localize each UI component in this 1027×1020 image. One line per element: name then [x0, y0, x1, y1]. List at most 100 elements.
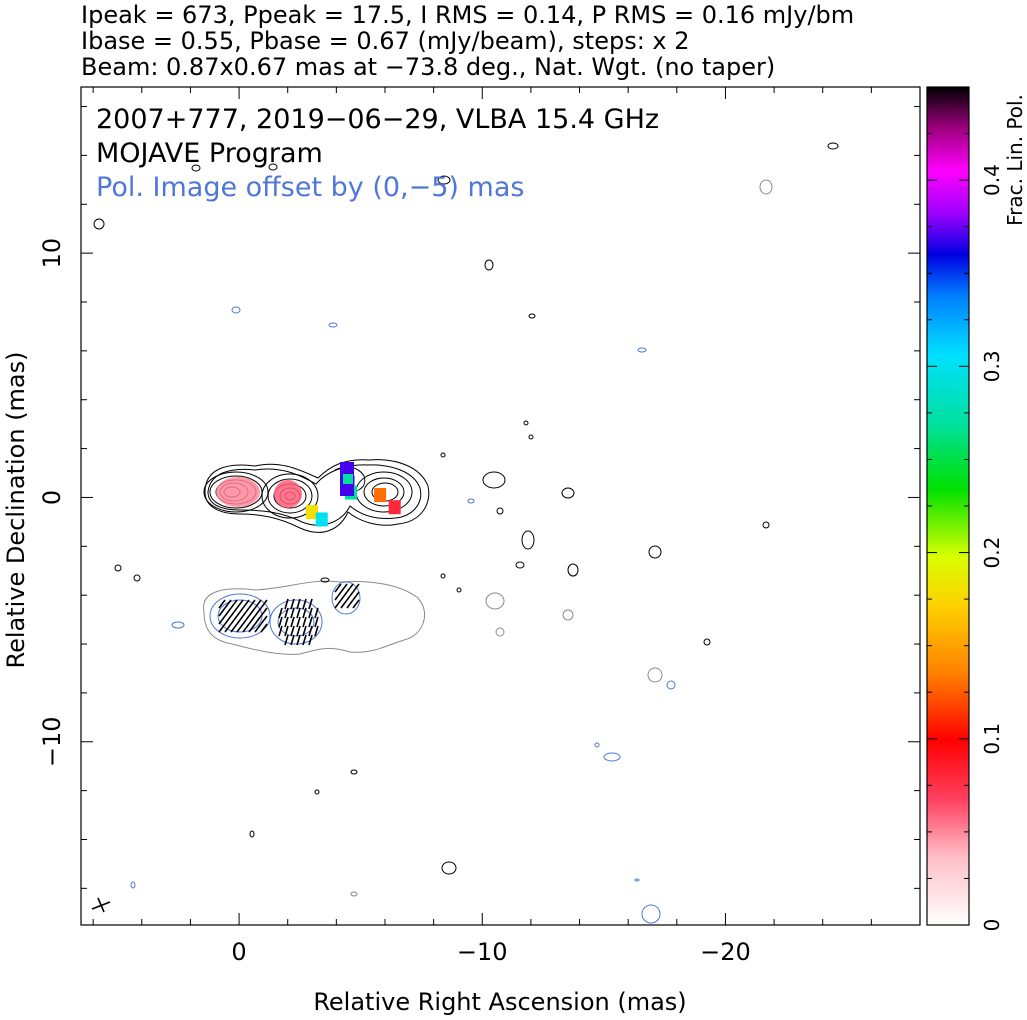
pol-intensity-contours	[203, 580, 425, 655]
noise-blob	[467, 498, 475, 504]
x-axis-label: Relative Right Ascension (mas)	[313, 988, 686, 1016]
knot-contour	[267, 478, 313, 514]
outer-knot-contour	[363, 477, 405, 507]
noise-blob	[496, 507, 504, 515]
noise-blob	[528, 313, 536, 319]
colorbar-tick-label: 0.2	[980, 537, 1004, 569]
evpa-stick	[254, 599, 262, 609]
noise-blob	[350, 891, 358, 897]
noise-blob	[703, 638, 711, 646]
stats-line-2: Ibase = 0.55, Pbase = 0.67 (mJy/beam), s…	[81, 27, 690, 55]
evpa-stick	[218, 607, 226, 617]
beam-marker	[91, 897, 111, 913]
evpa-stick	[224, 607, 232, 617]
contour-2	[207, 464, 422, 526]
noise-blob	[594, 742, 600, 748]
evpa-stick	[302, 634, 307, 646]
noise-blob	[666, 680, 676, 690]
pol-patch-knot	[274, 480, 302, 508]
map-content	[91, 142, 839, 924]
noise-blob	[441, 861, 457, 875]
noise-blob	[114, 564, 122, 572]
noise-blob	[637, 347, 647, 353]
evpa-stick	[284, 607, 289, 619]
y-tick-label: −10	[38, 716, 66, 767]
evpa-stick	[242, 599, 250, 609]
pi-contour	[277, 607, 315, 637]
x-tick-labels: 0 −10 −20	[231, 938, 750, 966]
colorbar-tick-label: 0.1	[980, 723, 1004, 755]
evpa-stick	[340, 583, 348, 593]
evpa-stick	[260, 599, 268, 609]
noise-blob	[648, 545, 662, 559]
evpa-stick	[278, 607, 283, 619]
evpa-stick	[296, 625, 301, 637]
y-tick-label: 0	[38, 490, 66, 505]
evpa-stick	[284, 634, 289, 646]
evpa-stick	[296, 616, 301, 628]
evpa-stick	[340, 591, 348, 601]
y-tick-labels: 10 0 −10	[38, 238, 66, 767]
evpa-stick	[260, 615, 268, 625]
evpa-stick	[218, 615, 226, 625]
evpa-stick	[230, 599, 238, 609]
evpa-stick	[352, 583, 360, 593]
evpa-stick	[308, 616, 313, 628]
evpa-stick	[248, 607, 256, 617]
noise-blob	[350, 769, 358, 775]
pi-contour	[269, 599, 323, 645]
evpa-stick	[230, 623, 238, 633]
noise-blob	[485, 592, 505, 610]
evpa-stick	[224, 623, 232, 633]
chart-title: 2007+777, 2019−06−29, VLBA 15.4 GHz	[96, 104, 659, 135]
evpa-stick	[302, 598, 307, 610]
colorbar-label: Frac. Lin. Pol.	[1003, 94, 1027, 226]
noise-blob	[567, 563, 579, 577]
frac-pol-patches	[216, 462, 401, 527]
evpa-stick	[236, 615, 244, 625]
offset-annotation: Pol. Image offset by (0,−5) mas	[96, 172, 524, 203]
evpa-stick	[334, 583, 342, 593]
evpa-stick	[302, 607, 307, 619]
evpa-stick	[242, 623, 250, 633]
contour-outer	[204, 459, 430, 533]
evpa-sticks	[218, 583, 360, 646]
pol-patch	[388, 500, 401, 515]
pi-contour	[209, 593, 271, 639]
evpa-stick	[236, 607, 244, 617]
noise-blob	[515, 561, 525, 569]
evpa-stick	[278, 616, 283, 628]
evpa-stick	[352, 591, 360, 601]
evpa-stick	[236, 623, 244, 633]
evpa-stick	[340, 599, 348, 609]
evpa-stick	[346, 591, 354, 601]
evpa-stick	[290, 634, 295, 646]
pol-patch	[306, 505, 319, 520]
evpa-stick	[254, 623, 262, 633]
noise-blob	[759, 179, 773, 195]
noise-blob	[521, 530, 535, 550]
evpa-stick	[284, 616, 289, 628]
noise-blob	[827, 142, 839, 150]
pol-patch	[374, 488, 387, 503]
evpa-stick	[284, 625, 289, 637]
evpa-stick	[248, 599, 256, 609]
evpa-stick	[296, 598, 301, 610]
noise-blob	[231, 306, 241, 314]
pol-patch-core	[216, 477, 260, 507]
noise-blob	[523, 420, 529, 426]
noise-blob	[93, 218, 105, 230]
colorbar-tick-label: 0.3	[980, 350, 1004, 382]
evpa-stick	[230, 607, 238, 617]
beam-minor-axis	[97, 897, 105, 913]
noise-blob	[440, 452, 446, 458]
knot-contour	[261, 473, 319, 519]
pol-patch-inner	[343, 474, 353, 484]
noise-blob	[320, 577, 330, 583]
noise-blob	[440, 573, 446, 579]
evpa-stick	[308, 625, 313, 637]
evpa-stick	[254, 615, 262, 625]
noise-blob	[482, 471, 506, 489]
noise-blob	[484, 259, 494, 271]
